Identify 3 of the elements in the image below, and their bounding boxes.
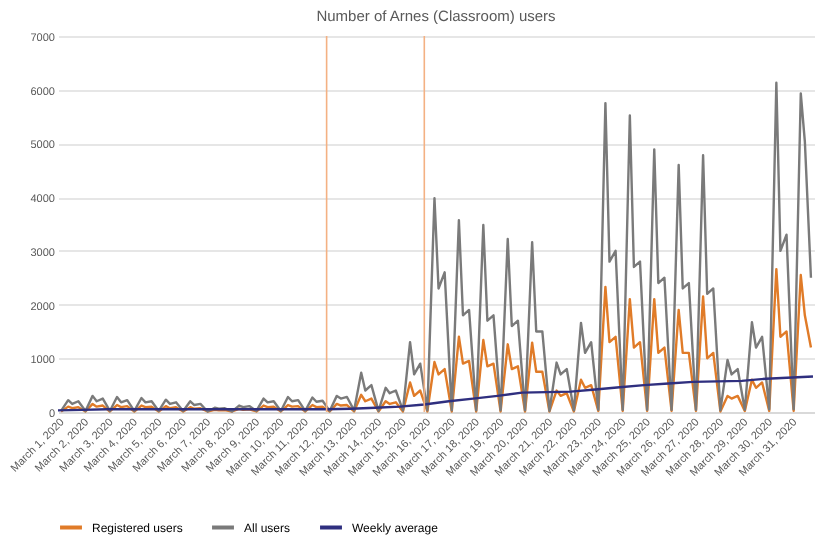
line-series <box>59 267 813 413</box>
line-series <box>59 81 813 413</box>
line-series <box>56 375 815 412</box>
